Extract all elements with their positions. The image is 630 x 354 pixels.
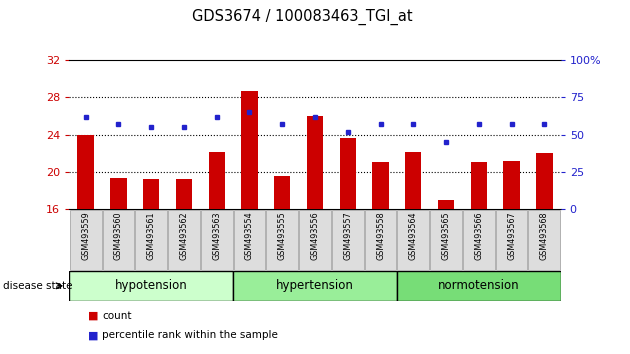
FancyBboxPatch shape	[463, 210, 495, 270]
Text: hypotension: hypotension	[115, 279, 188, 292]
FancyBboxPatch shape	[430, 210, 462, 270]
FancyBboxPatch shape	[365, 210, 396, 270]
Bar	[176, 179, 192, 209]
Text: percentile rank within the sample: percentile rank within the sample	[102, 330, 278, 341]
Bar	[69, 271, 233, 301]
Bar	[110, 178, 127, 209]
Text: GSM493568: GSM493568	[540, 211, 549, 260]
FancyBboxPatch shape	[70, 210, 101, 270]
Text: count: count	[102, 310, 132, 321]
Text: GSM493565: GSM493565	[442, 211, 450, 260]
Text: GSM493566: GSM493566	[474, 211, 483, 260]
Bar	[143, 179, 159, 209]
Text: GSM493559: GSM493559	[81, 211, 90, 260]
FancyBboxPatch shape	[168, 210, 200, 270]
Text: ■: ■	[88, 330, 99, 341]
Text: GSM493563: GSM493563	[212, 211, 221, 260]
Bar	[471, 162, 487, 209]
Bar	[340, 138, 356, 209]
FancyBboxPatch shape	[103, 210, 134, 270]
Bar	[503, 161, 520, 209]
Bar	[241, 91, 258, 209]
Text: GSM493561: GSM493561	[147, 211, 156, 260]
FancyBboxPatch shape	[529, 210, 560, 270]
Bar	[307, 116, 323, 209]
Text: GSM493564: GSM493564	[409, 211, 418, 260]
Text: GSM493555: GSM493555	[278, 211, 287, 260]
Text: normotension: normotension	[438, 279, 520, 292]
Text: GSM493567: GSM493567	[507, 211, 516, 260]
Text: GDS3674 / 100083463_TGI_at: GDS3674 / 100083463_TGI_at	[192, 9, 413, 25]
Bar	[536, 153, 553, 209]
FancyBboxPatch shape	[332, 210, 364, 270]
FancyBboxPatch shape	[135, 210, 167, 270]
Bar	[438, 200, 454, 209]
Bar	[209, 152, 225, 209]
Bar	[405, 152, 421, 209]
Text: GSM493558: GSM493558	[376, 211, 385, 260]
Bar	[233, 271, 397, 301]
FancyBboxPatch shape	[266, 210, 298, 270]
FancyBboxPatch shape	[299, 210, 331, 270]
FancyBboxPatch shape	[398, 210, 429, 270]
Text: GSM493557: GSM493557	[343, 211, 352, 260]
Text: disease state: disease state	[3, 281, 72, 291]
Text: ■: ■	[88, 310, 99, 321]
Text: GSM493554: GSM493554	[245, 211, 254, 260]
Text: hypertension: hypertension	[276, 279, 354, 292]
FancyBboxPatch shape	[234, 210, 265, 270]
Bar	[397, 271, 561, 301]
Bar	[372, 162, 389, 209]
Bar	[274, 176, 290, 209]
Bar	[77, 135, 94, 209]
FancyBboxPatch shape	[496, 210, 527, 270]
Text: GSM493560: GSM493560	[114, 211, 123, 260]
Text: GSM493562: GSM493562	[180, 211, 188, 260]
FancyBboxPatch shape	[201, 210, 232, 270]
Text: GSM493556: GSM493556	[311, 211, 319, 260]
